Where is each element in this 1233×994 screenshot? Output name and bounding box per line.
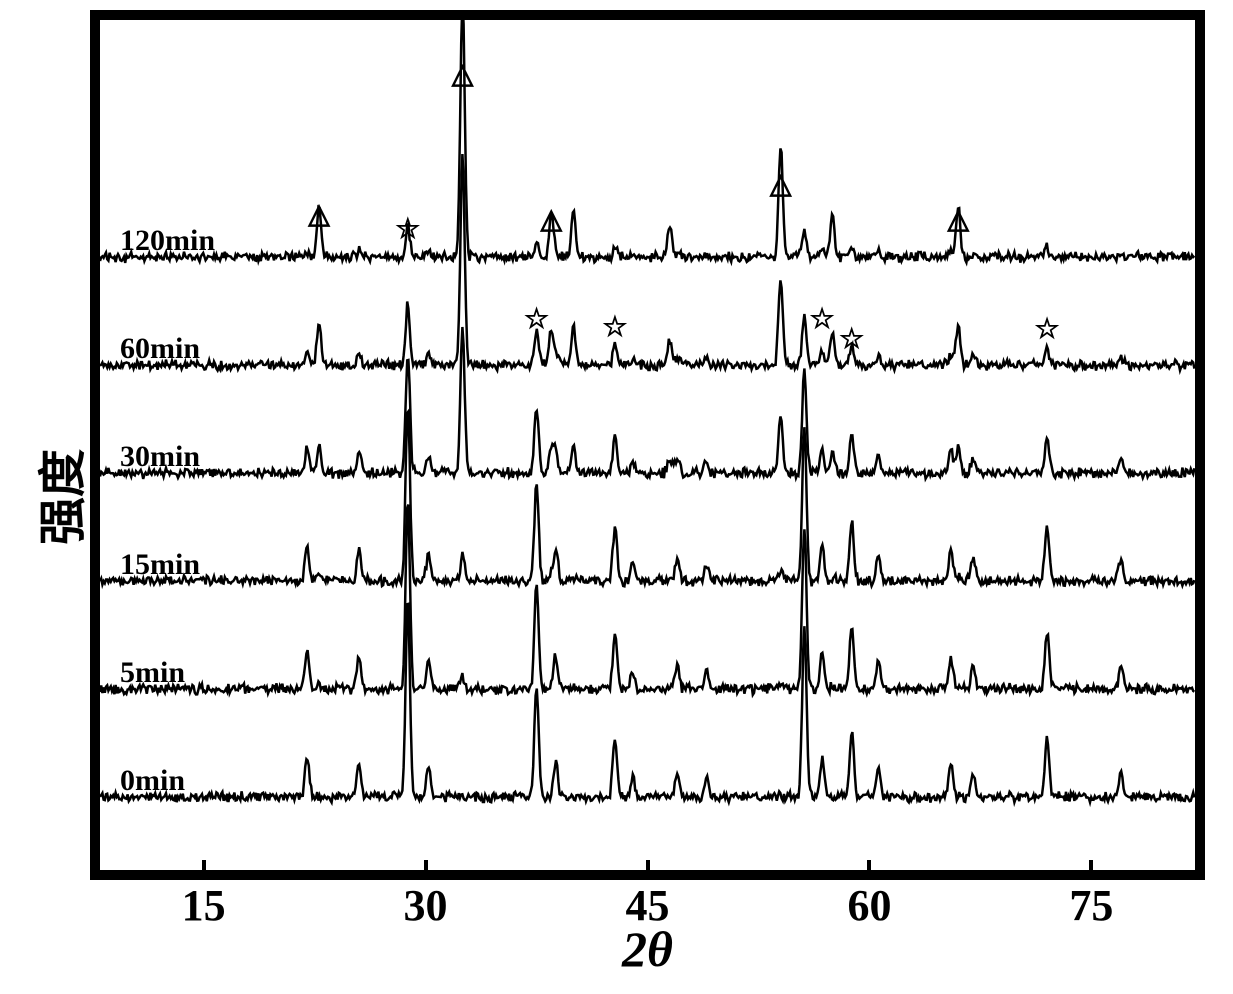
- marker-triangle-icon: △: [308, 201, 330, 229]
- trace-label: 60min: [120, 332, 200, 366]
- x-tick-label: 15: [182, 880, 226, 931]
- xrd-plot: [100, 20, 1195, 870]
- marker-triangle-icon: △: [541, 206, 563, 234]
- xrd-trace: [100, 412, 1194, 587]
- trace-label: 0min: [120, 764, 185, 798]
- x-tick-label: 60: [847, 880, 891, 931]
- x-tick: [646, 860, 650, 880]
- xrd-trace: [100, 604, 1194, 803]
- trace-label: 5min: [120, 656, 185, 690]
- plot-frame: △△△△△☆☆☆☆☆☆ 0min5min15min30min60min120mi…: [90, 10, 1205, 880]
- x-tick-label: 30: [404, 880, 448, 931]
- trace-label: 15min: [120, 548, 200, 582]
- marker-star-icon: ☆: [524, 306, 549, 334]
- xrd-trace: [100, 154, 1194, 371]
- y-axis-label: 强度: [23, 449, 93, 545]
- x-tick: [867, 860, 871, 880]
- marker-triangle-icon: △: [770, 171, 792, 199]
- marker-star-icon: ☆: [810, 306, 835, 334]
- marker-star-icon: ☆: [1034, 316, 1059, 344]
- marker-star-icon: ☆: [395, 216, 420, 244]
- trace-label: 30min: [120, 440, 200, 474]
- xrd-trace: [100, 20, 1194, 263]
- x-tick: [424, 860, 428, 880]
- xrd-trace: [100, 327, 1194, 479]
- x-tick-label: 45: [626, 880, 670, 931]
- marker-triangle-icon: △: [452, 61, 474, 89]
- marker-star-icon: ☆: [839, 326, 864, 354]
- marker-triangle-icon: △: [947, 206, 969, 234]
- x-tick: [1089, 860, 1093, 880]
- x-tick-label: 75: [1069, 880, 1113, 931]
- x-tick: [202, 860, 206, 880]
- marker-star-icon: ☆: [602, 314, 627, 342]
- trace-label: 120min: [120, 224, 215, 258]
- xrd-trace: [100, 505, 1194, 695]
